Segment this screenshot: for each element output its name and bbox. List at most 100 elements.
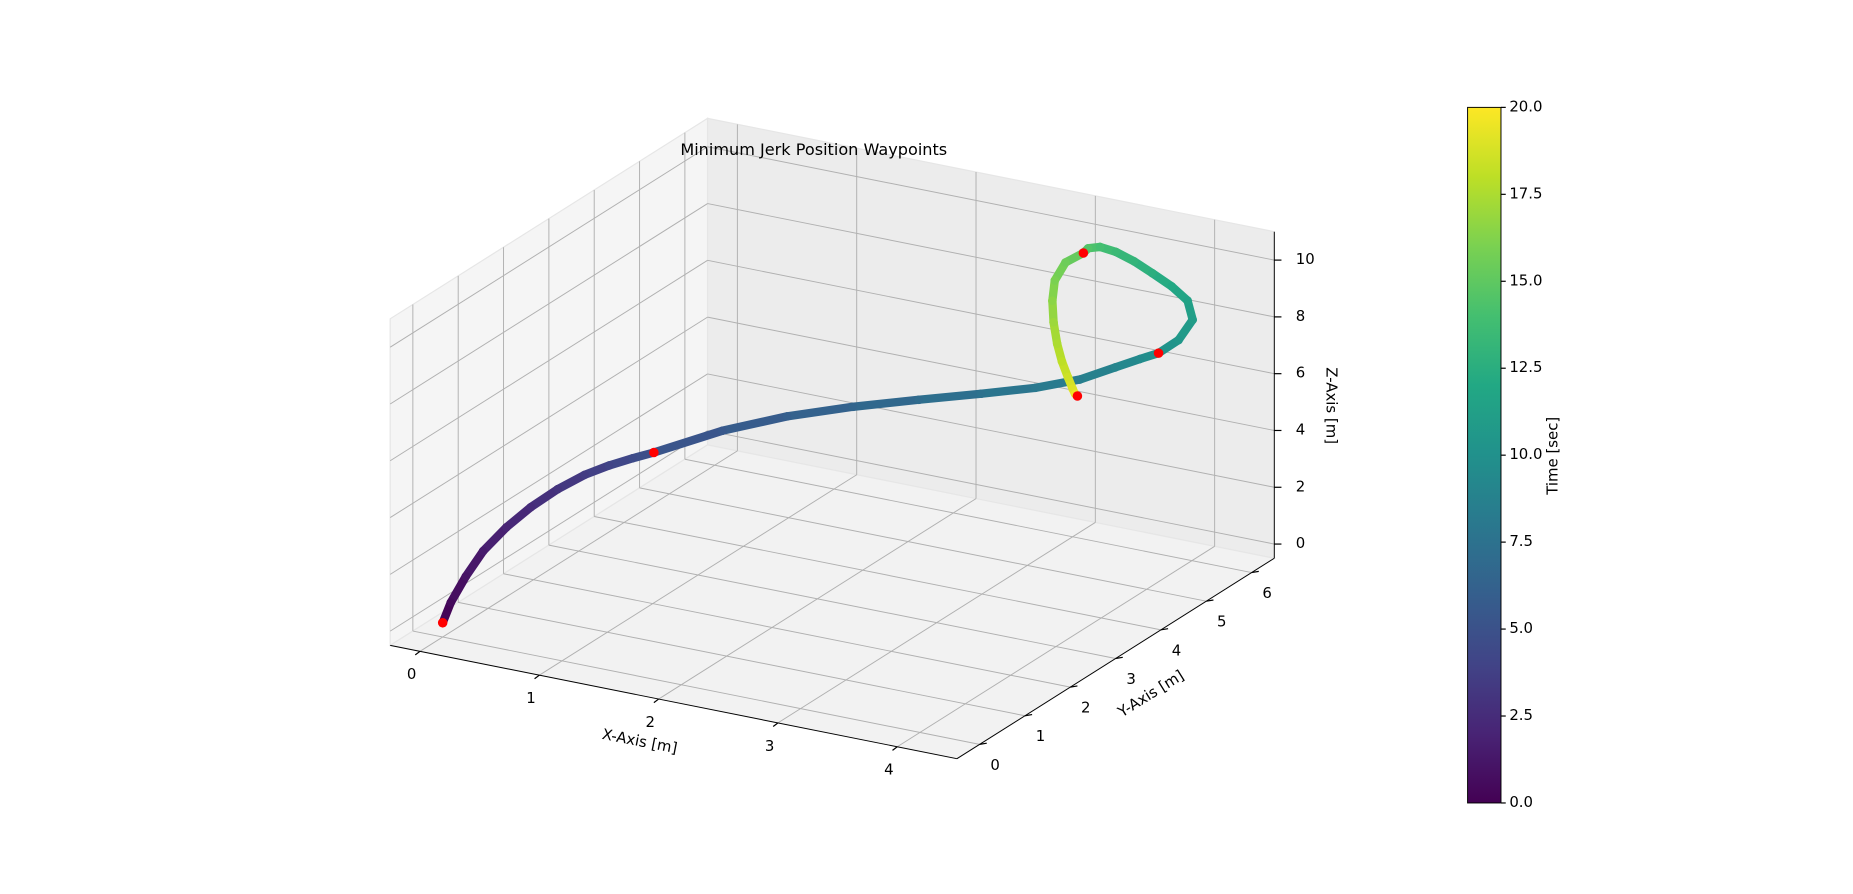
colorbar-tick-label: 15.0 xyxy=(1509,271,1542,289)
grid-line xyxy=(389,316,708,518)
trajectory-segment xyxy=(526,484,562,512)
colorbar-tick-label: 20.0 xyxy=(1509,97,1542,115)
grid-line xyxy=(707,259,1275,375)
trajectory-point xyxy=(718,426,727,436)
trajectory-point xyxy=(1052,339,1062,349)
trajectory-point xyxy=(553,484,563,494)
y-tick xyxy=(979,742,987,745)
trajectory-point xyxy=(1048,296,1057,306)
trajectory-segment xyxy=(1110,354,1145,372)
y-tick-label: 2 xyxy=(1081,699,1090,717)
trajectory-segment xyxy=(848,395,923,411)
y-tick-label: 6 xyxy=(1262,584,1271,602)
x-tick-label: 3 xyxy=(765,737,774,755)
trajectory-point xyxy=(628,453,637,463)
y-tick-label: 0 xyxy=(990,756,999,774)
y-tick-label: 5 xyxy=(1217,613,1226,631)
trajectory-point xyxy=(848,402,858,412)
grid-line xyxy=(707,316,1275,431)
trajectory-point xyxy=(1075,375,1085,384)
trajectory-point xyxy=(478,546,488,556)
trajectory-segment xyxy=(478,523,511,556)
colorbar-tick-label: 12.5 xyxy=(1509,358,1542,376)
grid-line xyxy=(389,146,708,348)
trajectory-point xyxy=(1095,242,1105,252)
colorbar-tick-label: 0.0 xyxy=(1509,793,1533,811)
trajectory-point xyxy=(461,572,471,581)
trajectory-point xyxy=(1147,268,1157,278)
y-tick xyxy=(1160,628,1169,631)
y-tick xyxy=(1206,599,1214,602)
trajectory-point xyxy=(1135,354,1145,364)
grid-line xyxy=(707,430,1275,545)
trajectory-point xyxy=(1188,315,1197,325)
grid-line xyxy=(389,259,708,462)
grid-line xyxy=(389,430,708,632)
trajectory-point xyxy=(1110,363,1120,372)
trajectory-point xyxy=(782,412,792,421)
trajectory-point xyxy=(1063,372,1073,382)
trajectory-point xyxy=(1174,335,1183,345)
z-tick-label: 0 xyxy=(1296,534,1305,552)
grid-line xyxy=(389,373,708,575)
trajectory-segment xyxy=(461,546,488,581)
trajectory-point xyxy=(580,470,589,480)
chart-title: Minimum Jerk Position Waypoints xyxy=(680,140,947,159)
y-tick xyxy=(1024,713,1033,717)
x-tick-label: 1 xyxy=(526,689,535,707)
y-tick-label: 1 xyxy=(1036,727,1045,745)
z-tick-label: 4 xyxy=(1296,420,1305,438)
z-tick-label: 6 xyxy=(1296,364,1305,382)
z-tick-label: 10 xyxy=(1296,250,1315,268)
colorbar-tick-label: 17.5 xyxy=(1509,184,1542,202)
trajectory-point xyxy=(502,523,511,532)
x-tick xyxy=(653,698,660,704)
colorbar-tick-label: 2.5 xyxy=(1509,706,1533,724)
z-tick-label: 2 xyxy=(1296,477,1305,495)
y-tick xyxy=(1251,570,1259,574)
trajectory-point xyxy=(1167,282,1176,291)
x-tick xyxy=(772,722,779,727)
grid-line xyxy=(458,601,1026,717)
trajectory-point xyxy=(526,502,536,512)
y-tick xyxy=(1115,656,1123,660)
grid-line xyxy=(389,203,708,405)
trajectory-point xyxy=(1183,296,1192,305)
grid-line xyxy=(639,487,1207,602)
trajectory-point xyxy=(1049,317,1058,327)
x-tick xyxy=(414,650,421,656)
trajectory-point xyxy=(976,389,986,399)
trajectory-segment xyxy=(1075,363,1120,384)
x-tick xyxy=(534,674,540,680)
x-axis-label: X-Axis [m] xyxy=(601,725,679,757)
trajectory-point xyxy=(1057,357,1067,366)
y-tick-label: 4 xyxy=(1172,641,1181,659)
trajectory-point xyxy=(1111,247,1121,257)
trajectory-point xyxy=(446,598,456,607)
trajectory-point xyxy=(604,461,614,470)
waypoint xyxy=(1078,248,1089,258)
x-axis-line xyxy=(390,644,958,760)
x-tick-label: 4 xyxy=(884,761,893,779)
trajectory-point xyxy=(914,395,924,405)
trajectory-segment xyxy=(649,426,727,457)
trajectory-point xyxy=(1061,258,1070,267)
colorbar-tick-label: 10.0 xyxy=(1509,445,1542,463)
trajectory-point xyxy=(1050,276,1060,285)
trajectory-segment xyxy=(446,572,471,607)
trajectory-segment xyxy=(914,389,986,404)
colorbar xyxy=(1467,106,1502,804)
grid-line xyxy=(707,373,1275,488)
trajectory-segment xyxy=(553,470,589,494)
grid-line xyxy=(548,544,1116,659)
trajectory-segment xyxy=(718,412,792,435)
grid-line xyxy=(503,573,1071,688)
x-tick xyxy=(892,746,898,751)
colorbar-tick-label: 7.5 xyxy=(1509,532,1533,550)
grid-line xyxy=(684,458,1252,574)
y-axis-label: Y-Axis [m] xyxy=(1114,666,1187,721)
x-tick-label: 0 xyxy=(407,665,416,683)
trajectory-segment xyxy=(580,461,614,480)
